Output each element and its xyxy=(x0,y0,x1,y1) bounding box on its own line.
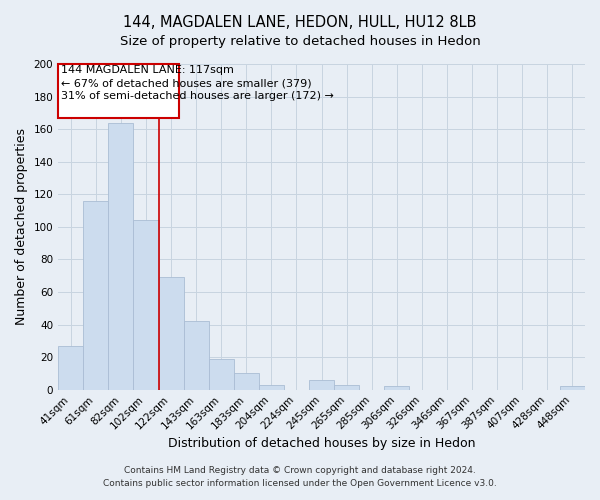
Bar xyxy=(309,380,334,390)
Bar xyxy=(83,201,109,390)
Text: Contains HM Land Registry data © Crown copyright and database right 2024.
Contai: Contains HM Land Registry data © Crown c… xyxy=(103,466,497,487)
X-axis label: Distribution of detached houses by size in Hedon: Distribution of detached houses by size … xyxy=(168,437,475,450)
Bar xyxy=(560,386,585,390)
Text: 144, MAGDALEN LANE, HEDON, HULL, HU12 8LB: 144, MAGDALEN LANE, HEDON, HULL, HU12 8L… xyxy=(123,15,477,30)
Bar xyxy=(234,374,259,390)
Bar xyxy=(385,386,409,390)
Bar xyxy=(133,220,158,390)
FancyBboxPatch shape xyxy=(58,64,179,118)
Y-axis label: Number of detached properties: Number of detached properties xyxy=(15,128,28,326)
Bar xyxy=(109,122,133,390)
Bar xyxy=(209,359,234,390)
Bar xyxy=(158,278,184,390)
Bar xyxy=(334,385,359,390)
Text: 144 MAGDALEN LANE: 117sqm
← 67% of detached houses are smaller (379)
31% of semi: 144 MAGDALEN LANE: 117sqm ← 67% of detac… xyxy=(61,65,334,101)
Bar xyxy=(58,346,83,390)
Text: Size of property relative to detached houses in Hedon: Size of property relative to detached ho… xyxy=(119,35,481,48)
Bar xyxy=(259,385,284,390)
Bar xyxy=(184,322,209,390)
